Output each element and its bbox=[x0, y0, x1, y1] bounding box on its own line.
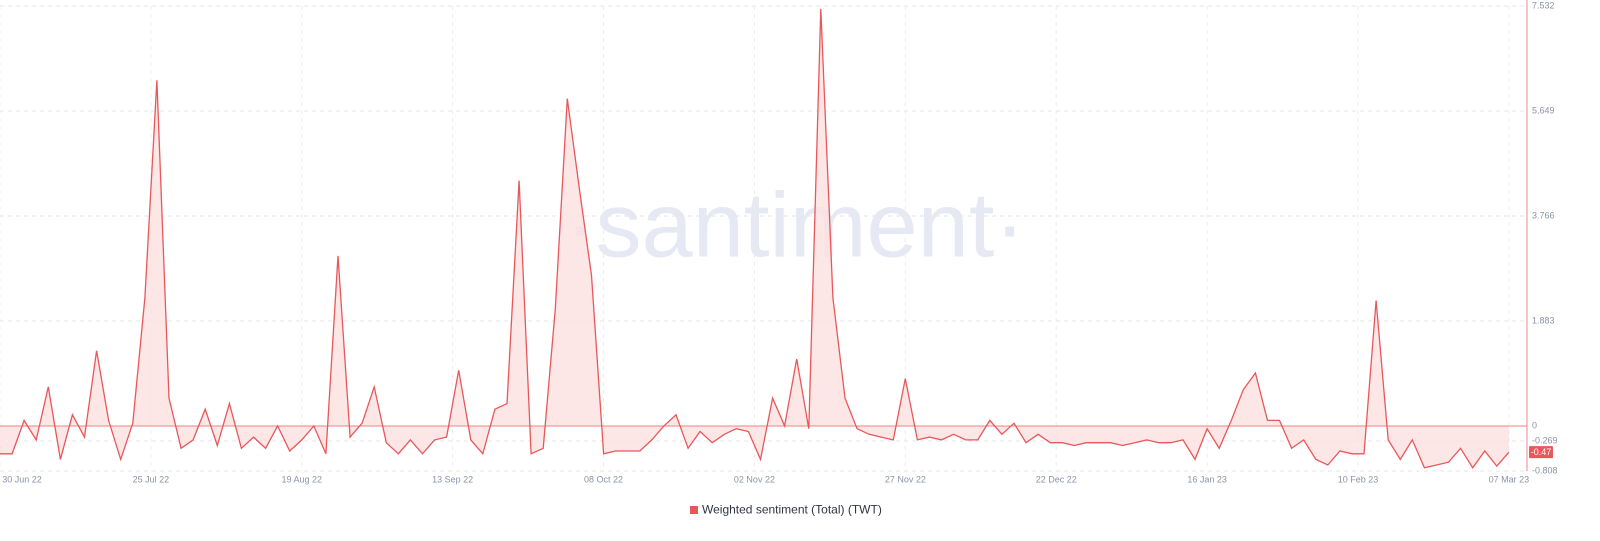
last-value-label: -0.47 bbox=[1531, 447, 1552, 457]
line bbox=[0, 8, 1510, 469]
y-tick-label: 1.883 bbox=[1532, 315, 1555, 325]
y-tick-label: -0.269 bbox=[1532, 435, 1558, 445]
y-tick-label: 7.532 bbox=[1532, 0, 1555, 10]
x-tick-label: 25 Jul 22 bbox=[133, 474, 170, 484]
watermark: ·santiment· bbox=[565, 174, 1025, 276]
x-tick-label: 02 Nov 22 bbox=[734, 474, 775, 484]
x-tick-label: 16 Jan 23 bbox=[1187, 474, 1227, 484]
y-tick-label: 3.766 bbox=[1532, 210, 1555, 220]
x-tick-label: 22 Dec 22 bbox=[1036, 474, 1077, 484]
x-tick-label: 27 Nov 22 bbox=[885, 474, 926, 484]
x-tick-label: 19 Aug 22 bbox=[282, 474, 323, 484]
legend-label: Weighted sentiment (Total) (TWT) bbox=[702, 503, 882, 517]
y-tick-label: 5.649 bbox=[1532, 105, 1555, 115]
y-tick-label: 0 bbox=[1532, 420, 1537, 430]
x-tick-label: 08 Oct 22 bbox=[584, 474, 623, 484]
x-tick-label: 10 Feb 23 bbox=[1338, 474, 1379, 484]
x-tick-label: 30 Jun 22 bbox=[2, 474, 42, 484]
x-tick-label: 13 Sep 22 bbox=[432, 474, 473, 484]
y-tick-label: -0.808 bbox=[1532, 465, 1558, 475]
x-tick-label: 07 Mar 23 bbox=[1489, 474, 1530, 484]
legend: Weighted sentiment (Total) (TWT) bbox=[690, 503, 882, 517]
last-value-tag bbox=[1529, 446, 1553, 459]
legend-swatch bbox=[690, 506, 698, 514]
area bbox=[0, 8, 1509, 468]
